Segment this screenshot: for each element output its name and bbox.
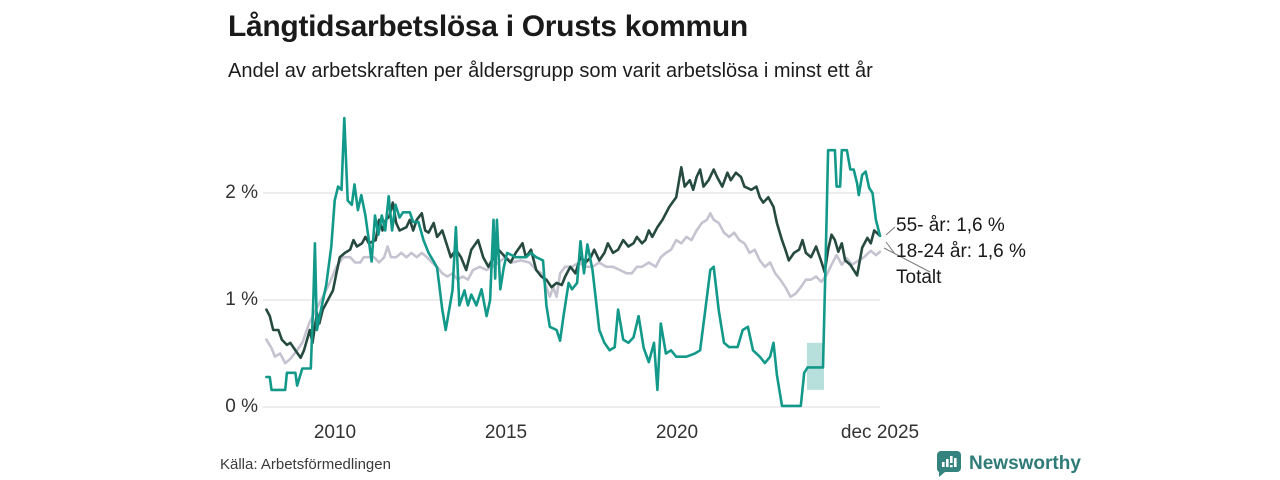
x-tick-dec-2025: dec 2025 — [840, 422, 920, 443]
y-tick-1: 1 % — [225, 289, 258, 310]
x-tick-2020: 2020 — [655, 422, 699, 443]
exclamation-dot — [950, 465, 953, 468]
bar-tall — [950, 456, 953, 463]
leader-line-18-24 — [885, 241, 896, 255]
gridlines — [263, 192, 880, 408]
brand-logo: Newsworthy — [936, 450, 1081, 477]
leader-line-55 — [885, 226, 896, 236]
x-tick-2010: 2010 — [313, 422, 357, 443]
newsworthy-icon — [936, 451, 961, 477]
series-line-55-r — [265, 166, 882, 360]
annotation-18-24-ar: 18-24 år: 1,6 % — [896, 241, 1026, 262]
brand-name: Newsworthy — [969, 452, 1081, 474]
bar-small — [942, 462, 945, 467]
annotation-55-ar: 55- år: 1,6 % — [896, 215, 1005, 236]
source-note: Källa: Arbetsförmedlingen — [220, 456, 391, 473]
bar-tallest — [954, 458, 957, 467]
annotation-leader-lines — [883, 226, 931, 273]
leader-line-totalt — [883, 247, 931, 273]
page-subtitle: Andel av arbetskraften per åldersgrupp s… — [228, 60, 873, 82]
bar-medium — [946, 459, 949, 467]
y-tick-2: 2 % — [225, 182, 258, 203]
series-line-18-24-r — [265, 116, 882, 408]
series-lines — [265, 116, 882, 408]
annotation-totalt: Totalt — [896, 267, 942, 288]
page-title: Långtidsarbetslösa i Orusts kommun — [228, 10, 748, 43]
y-tick-0: 0 % — [225, 396, 258, 417]
x-tick-2015: 2015 — [484, 422, 528, 443]
